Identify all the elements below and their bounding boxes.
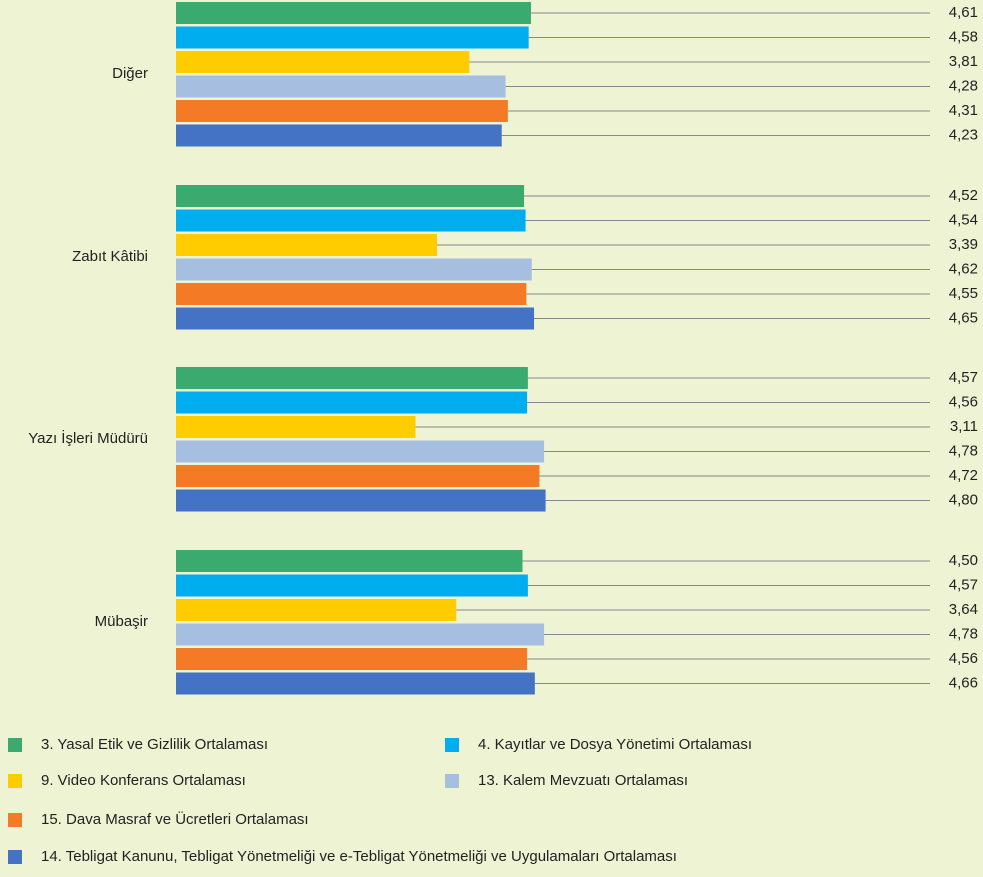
- bar: [176, 185, 525, 207]
- legend-label: 15. Dava Masraf ve Ücretleri Ortalaması: [41, 810, 309, 828]
- legend-swatch: [8, 738, 22, 752]
- bar: [176, 440, 545, 463]
- legend-swatch: [445, 774, 459, 788]
- category-label: Zabıt Kâtibi: [72, 248, 148, 265]
- legend-swatch: [8, 850, 22, 864]
- bar: [176, 51, 470, 73]
- value-label: 4,54: [949, 211, 978, 228]
- bar: [176, 234, 438, 256]
- bar: [176, 26, 529, 49]
- value-label: 4,78: [949, 625, 978, 642]
- value-label: 4,28: [949, 77, 978, 94]
- value-label: 4,23: [949, 126, 978, 143]
- value-label: 4,57: [949, 576, 978, 593]
- value-label: 4,52: [949, 187, 978, 204]
- bar: [176, 489, 546, 512]
- category-label: Yazı İşleri Müdürü: [28, 429, 148, 447]
- bar: [176, 623, 545, 646]
- value-label: 4,66: [949, 674, 978, 691]
- bar: [176, 307, 535, 330]
- category-label: Mübaşir: [95, 613, 148, 630]
- legend-swatch: [445, 738, 459, 752]
- value-label: 4,56: [949, 650, 978, 667]
- bar: [176, 648, 528, 670]
- bar: [176, 124, 502, 147]
- legend-label: 14. Tebligat Kanunu, Tebligat Yönetmeliğ…: [41, 848, 677, 865]
- bar: [176, 672, 535, 695]
- value-label: 4,50: [949, 552, 978, 569]
- value-label: 4,62: [949, 260, 978, 277]
- legend-swatch: [8, 813, 22, 827]
- value-label: 4,65: [949, 309, 978, 326]
- value-label: 4,31: [949, 102, 978, 119]
- bar: [176, 75, 506, 98]
- bar: [176, 599, 457, 621]
- bar: [176, 550, 523, 572]
- legend-label: 4. Kayıtlar ve Dosya Yönetimi Ortalaması: [478, 736, 752, 753]
- legend-label: 3. Yasal Etik ve Gizlilik Ortalaması: [41, 736, 268, 753]
- bar: [176, 2, 531, 24]
- value-label: 4,61: [949, 4, 978, 21]
- legend-label: 9. Video Konferans Ortalaması: [41, 772, 246, 789]
- bar: [176, 574, 528, 597]
- legend-label: 13. Kalem Mevzuatı Ortalaması: [478, 772, 688, 789]
- value-label: 4,58: [949, 28, 978, 45]
- legend-swatch: [8, 774, 22, 788]
- category-label: Diğer: [112, 65, 148, 82]
- value-label: 3,81: [949, 53, 978, 70]
- bar: [176, 209, 526, 232]
- value-label: 4,80: [949, 491, 978, 508]
- bar: [176, 258, 532, 281]
- value-label: 4,72: [949, 467, 978, 484]
- bar: [176, 283, 527, 305]
- bar: [176, 465, 540, 487]
- value-label: 3,11: [950, 418, 978, 435]
- value-label: 3,39: [949, 236, 978, 253]
- value-label: 4,78: [949, 442, 978, 459]
- bar: [176, 416, 416, 438]
- value-label: 4,57: [949, 369, 978, 386]
- bar: [176, 391, 528, 414]
- value-label: 3,64: [949, 601, 978, 618]
- bar: [176, 367, 528, 389]
- value-label: 4,56: [949, 393, 978, 410]
- bar: [176, 100, 508, 122]
- value-label: 4,55: [949, 285, 978, 302]
